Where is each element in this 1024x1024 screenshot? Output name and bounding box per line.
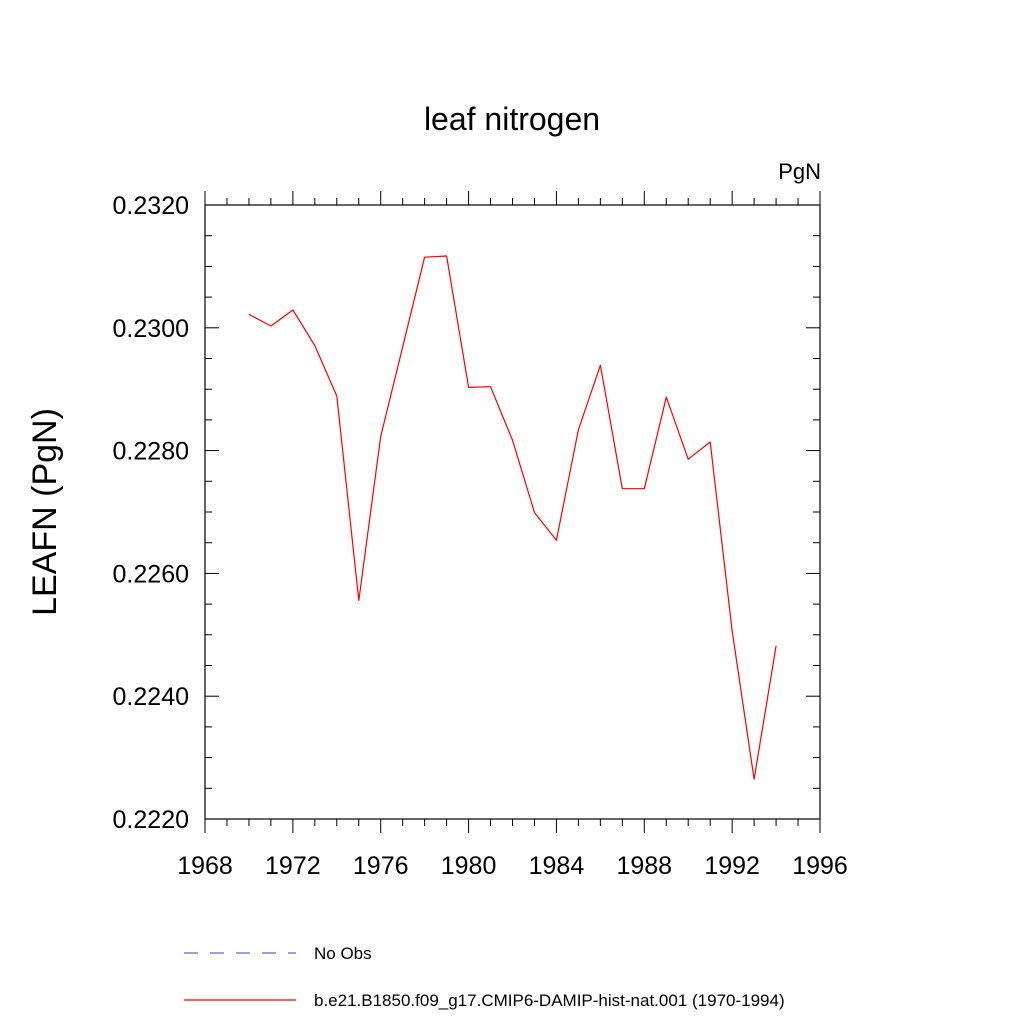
chart-title: leaf nitrogen	[424, 101, 600, 137]
x-tick-label: 1976	[353, 852, 409, 880]
legend: No Obs b.e21.B1850.f09_g17.CMIP6-DAMIP-hi…	[184, 944, 785, 1010]
x-tick-label: 1992	[704, 852, 760, 880]
series-line	[248, 255, 777, 780]
units-label: PgN	[778, 159, 821, 184]
y-tick-label: 0.2260	[113, 560, 189, 588]
x-tick-label: 1996	[792, 852, 848, 880]
y-tick-label: 0.2320	[113, 192, 189, 220]
y-tick-label: 0.2300	[113, 315, 189, 343]
plot-series	[248, 255, 777, 780]
x-tick-label: 1980	[441, 852, 497, 880]
legend-label: No Obs	[314, 944, 372, 963]
y-tick-label: 0.2240	[113, 683, 189, 711]
axis-ticks: 1968 1972 1976 1980 1984 1988 1992 1996 0.2220 0.…	[113, 191, 848, 880]
y-tick-label: 0.2220	[113, 806, 189, 834]
x-tick-label: 1972	[265, 852, 321, 880]
x-tick-label: 1984	[529, 852, 585, 880]
x-tick-label: 1988	[616, 852, 672, 880]
y-tick-label: 0.2280	[113, 438, 189, 466]
y-axis-label: LEAFN (PgN)	[26, 408, 64, 616]
plot-frame	[204, 204, 821, 820]
x-tick-label: 1968	[177, 852, 233, 880]
legend-label: b.e21.B1850.f09_g17.CMIP6-DAMIP-hist-nat…	[314, 991, 785, 1010]
